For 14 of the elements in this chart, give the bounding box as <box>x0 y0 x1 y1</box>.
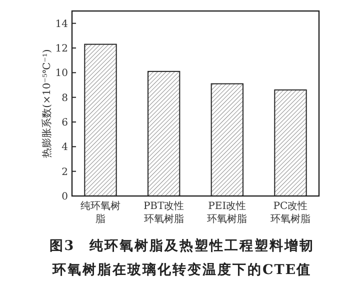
y-tick-label: 12 <box>55 44 68 54</box>
x-tick-label: PC改性环氧树脂 <box>270 200 310 225</box>
text: 图3 纯环氧树脂及热塑性工程塑料增韧环氧树脂在玻璃化转变温度下的CTE值 <box>49 237 315 278</box>
y-tick-label: 10 <box>55 68 68 80</box>
x-tick-label: 纯环氧树脂 <box>80 200 120 225</box>
y-tick-label: 8 <box>62 92 68 104</box>
y-tick-label: 2 <box>62 166 68 178</box>
y-tick-label: 0 <box>62 192 68 202</box>
y-axis-title: 热膨胀系数(×10⁻⁵℃⁻¹) <box>41 49 53 158</box>
y-tick-label: 4 <box>62 142 68 154</box>
x-tick-label: PBT改性环氧树脂 <box>143 200 184 225</box>
y-tick-label: 14 <box>55 18 68 30</box>
x-tick-label: PEI改性环氧树脂 <box>207 200 248 225</box>
y-tick-label: 6 <box>62 118 68 128</box>
